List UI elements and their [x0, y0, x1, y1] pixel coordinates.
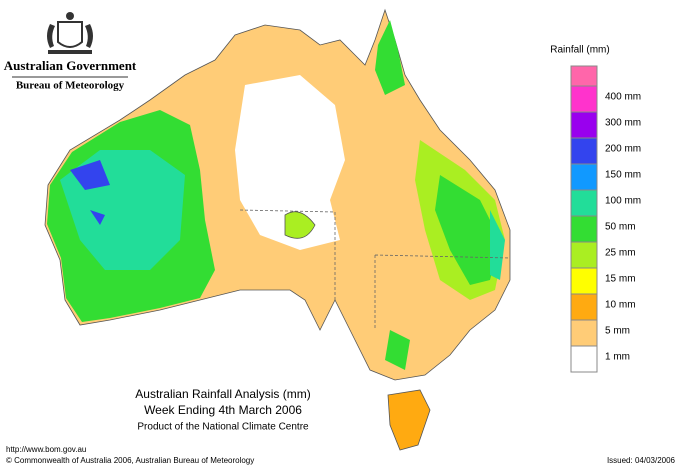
- australia-map: [44, 8, 511, 451]
- agency-name: Bureau of Meteorology: [16, 80, 125, 92]
- legend-swatch: [570, 65, 598, 87]
- coat-of-arms: [47, 12, 93, 54]
- legend-swatch: [570, 267, 598, 295]
- legend-label: 300 mm: [605, 118, 641, 129]
- footer-url: http://www.bom.gov.au: [6, 445, 86, 454]
- legend-label: 50 mm: [605, 222, 636, 233]
- map-title: Australian Rainfall Analysis (mm): [135, 387, 310, 401]
- footer-issued: Issued: 04/03/2006: [607, 456, 676, 465]
- legend: 400 mm 300 mm 200 mm 150 mm 100 mm 50 mm 25 mm…: [570, 65, 641, 373]
- legend-swatch: [570, 163, 598, 191]
- legend-swatch: [570, 319, 598, 347]
- legend-label: 25 mm: [605, 248, 636, 259]
- legend-swatch: [570, 293, 598, 321]
- legend-swatch: [570, 345, 598, 373]
- legend-label: 150 mm: [605, 170, 641, 181]
- legend-swatch: [570, 189, 598, 217]
- footer-copyright: © Commonwealth of Australia 2006, Austra…: [6, 456, 254, 465]
- legend-swatch: [570, 215, 598, 243]
- legend-swatch: [570, 241, 598, 269]
- legend-label: 1 mm: [605, 352, 630, 363]
- map-title: Week Ending 4th March 2006: [144, 403, 302, 417]
- legend-swatch: [570, 137, 598, 165]
- government-name: Australian Government: [4, 58, 137, 73]
- map-subtitle: Product of the National Climate Centre: [137, 422, 309, 433]
- legend-swatch: [570, 85, 598, 113]
- legend-label: 200 mm: [605, 144, 641, 155]
- legend-label: 100 mm: [605, 196, 641, 207]
- legend-label: 10 mm: [605, 300, 636, 311]
- legend-label: 15 mm: [605, 274, 636, 285]
- legend-label: 400 mm: [605, 92, 641, 103]
- legend-label: 5 mm: [605, 326, 630, 337]
- legend-swatch: [570, 111, 598, 139]
- legend-title: Rainfall (mm): [550, 45, 609, 56]
